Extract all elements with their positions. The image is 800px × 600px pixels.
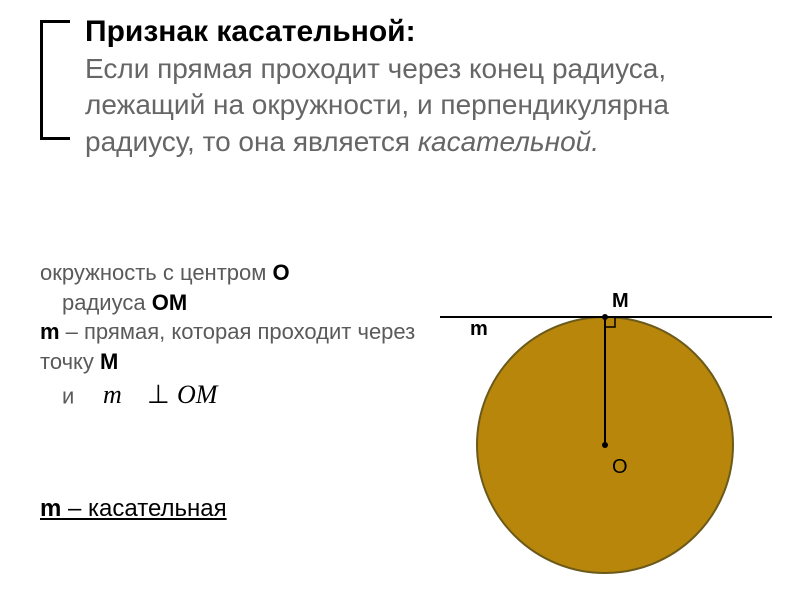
formula-om: OM: [177, 380, 219, 409]
perp-formula: m ⊥ OM: [99, 377, 239, 419]
svg-text:М: М: [612, 290, 629, 312]
line-3: m – прямая, которая проходит через точку…: [40, 317, 440, 376]
conclusion: m – касательная: [40, 495, 227, 523]
line3-bold: m: [40, 319, 60, 344]
line1-bold: О: [272, 260, 289, 285]
conclusion-bold: m: [40, 495, 61, 522]
diagram-svg: Мm О: [420, 275, 780, 585]
title-block: Признак касательной: Если прямая проходи…: [85, 12, 765, 160]
bracket-decoration: [40, 20, 70, 140]
svg-text:m: m: [470, 318, 488, 340]
conclusion-rest: – касательная: [61, 495, 226, 522]
line3-rest: – прямая, которая проходит через точку: [40, 319, 415, 374]
line1-pre: окружность с центром: [40, 260, 272, 285]
slide-title: Признак касательной:: [85, 12, 765, 51]
subtitle-italic: касательной.: [418, 126, 599, 157]
line-1: окружность с центром О: [40, 258, 440, 288]
formula-svg: m ⊥ OM: [99, 377, 239, 411]
line2-bold: ОМ: [152, 290, 187, 315]
slide-subtitle: Если прямая проходит через конец радиуса…: [85, 51, 765, 160]
line-2: радиуса ОМ: [62, 288, 440, 318]
line3-bold2: М: [100, 349, 118, 374]
svg-text:О: О: [612, 456, 628, 478]
tangent-diagram: Мm О: [420, 275, 780, 585]
description-text: окружность с центром О радиуса ОМ m – пр…: [40, 258, 440, 418]
formula-m: m: [103, 380, 122, 409]
line2-pre: радиуса: [62, 290, 152, 315]
line4-text: и: [62, 383, 74, 408]
line-4: и m ⊥ OM: [62, 377, 440, 419]
formula-perp: ⊥: [147, 380, 170, 409]
